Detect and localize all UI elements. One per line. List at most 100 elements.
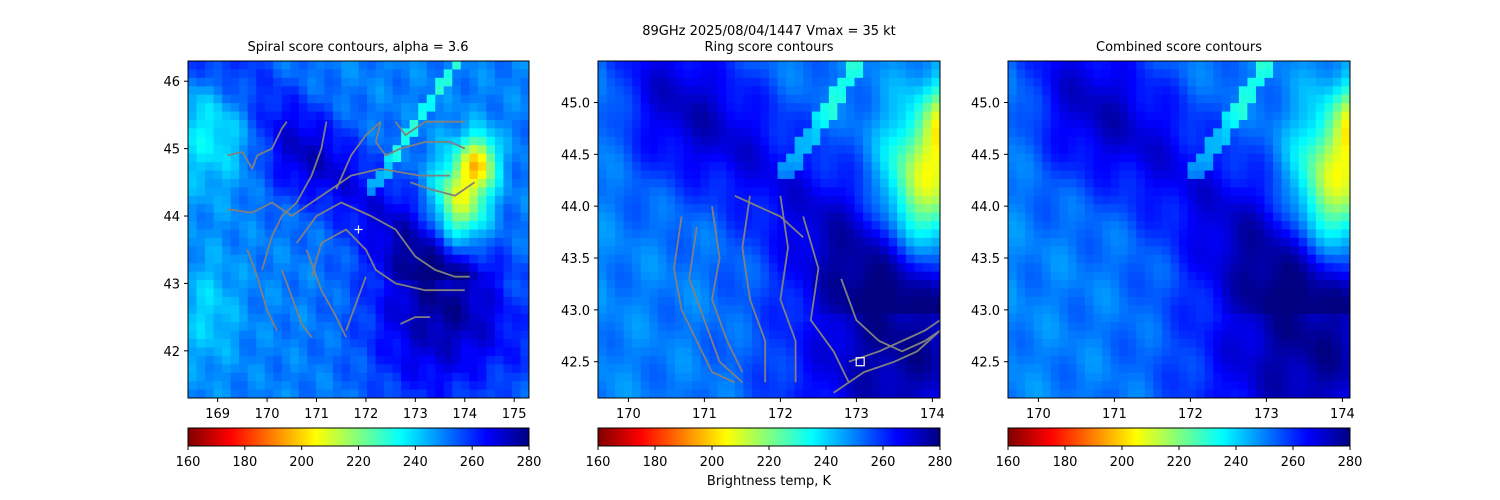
heatmap-cell <box>674 330 685 340</box>
heatmap-cell <box>623 313 633 323</box>
heatmap-cell <box>273 128 283 138</box>
heatmap-cell <box>222 372 232 382</box>
heatmap-cell <box>290 111 300 121</box>
heatmap-cell <box>743 355 753 365</box>
heatmap-cell <box>401 187 411 197</box>
heatmap-cell <box>615 77 625 87</box>
heatmap-cell <box>1230 145 1240 155</box>
heatmap-cell <box>1136 195 1146 205</box>
heatmap-cell <box>743 305 753 315</box>
heatmap-cell <box>315 271 326 281</box>
heatmap-cell <box>1144 372 1154 382</box>
heatmap-cell <box>418 330 428 340</box>
heatmap-cell <box>1307 246 1317 256</box>
heatmap-cell <box>1247 61 1257 71</box>
heatmap-cell <box>845 372 856 382</box>
heatmap-cell <box>452 280 462 290</box>
heatmap-cell <box>769 381 779 391</box>
heatmap-cell <box>1290 153 1300 163</box>
heatmap-cell <box>1170 237 1180 247</box>
heatmap-cell <box>256 339 266 349</box>
heatmap-cell <box>494 263 505 273</box>
heatmap-cell <box>845 94 856 104</box>
heatmap-cell <box>751 288 762 298</box>
heatmap-cell <box>435 313 445 323</box>
heatmap-cell <box>1042 229 1052 239</box>
heatmap-cell <box>1221 263 1231 273</box>
heatmap-cell <box>649 355 659 365</box>
heatmap-cell <box>426 77 436 87</box>
heatmap-cell <box>520 221 529 231</box>
heatmap-cell <box>1179 103 1189 113</box>
heatmap-cell <box>384 94 394 104</box>
heatmap-cell <box>418 364 428 374</box>
heatmap-cell <box>358 153 368 163</box>
heatmap-cell <box>820 381 830 391</box>
heatmap-cell <box>863 389 873 398</box>
heatmap-cell <box>469 355 479 365</box>
heatmap-cell <box>623 61 633 71</box>
heatmap-cell <box>1033 271 1043 281</box>
heatmap-cell <box>1033 77 1043 87</box>
heatmap-cell <box>1067 305 1077 315</box>
heatmap-cell <box>1136 61 1146 71</box>
heatmap-cell <box>1161 347 1172 357</box>
heatmap-cell <box>1230 313 1240 323</box>
heatmap-cell <box>503 280 513 290</box>
heatmap-cell <box>409 237 419 247</box>
heatmap-cell <box>880 212 890 222</box>
heatmap-cell <box>794 372 804 382</box>
heatmap-cell <box>460 221 470 231</box>
heatmap-cell <box>188 271 198 281</box>
heatmap-cell <box>418 355 428 365</box>
heatmap-cell <box>769 246 779 256</box>
heatmap-cell <box>1341 77 1350 87</box>
heatmap-cell <box>375 204 385 214</box>
heatmap-cell <box>1324 372 1334 382</box>
heatmap-cell <box>692 204 702 214</box>
heatmap-cell <box>1273 103 1283 113</box>
heatmap-cell <box>1255 389 1266 398</box>
heatmap-cell <box>1033 119 1043 130</box>
heatmap-cell <box>1179 355 1189 365</box>
heatmap-cell <box>443 322 453 332</box>
heatmap-cell <box>239 280 249 290</box>
heatmap-cell <box>1221 103 1231 113</box>
heatmap-cell <box>1196 94 1206 104</box>
heatmap-cell <box>828 187 838 197</box>
heatmap-cell <box>1332 136 1343 146</box>
heatmap-cell <box>392 128 402 138</box>
heatmap-cell <box>401 246 411 256</box>
heatmap-cell <box>683 389 693 398</box>
heatmap-cell <box>1161 288 1172 298</box>
heatmap-cell <box>1161 296 1172 306</box>
heatmap-cell <box>837 355 847 365</box>
heatmap-cell <box>717 212 727 222</box>
heatmap-cell <box>880 254 890 264</box>
heatmap-cell <box>615 119 625 130</box>
heatmap-cell <box>1084 119 1095 130</box>
heatmap-cell <box>188 86 198 96</box>
heatmap-cell <box>820 86 830 96</box>
y-tick-label: 43.0 <box>971 304 1000 319</box>
heatmap-cell <box>332 296 343 306</box>
heatmap-cell <box>1213 296 1223 306</box>
heatmap-cell <box>880 178 890 188</box>
heatmap-cell <box>307 347 317 357</box>
colorbar-tick-label: 280 <box>928 455 953 470</box>
heatmap-cell <box>1281 305 1291 315</box>
heatmap-cell <box>649 145 659 155</box>
heatmap-cell <box>418 153 428 163</box>
heatmap-cell <box>290 305 300 315</box>
heatmap-cell <box>1144 187 1154 197</box>
heatmap-cell <box>1213 280 1223 290</box>
heatmap-cell <box>743 330 753 340</box>
heatmap-cell <box>666 153 676 163</box>
heatmap-cell <box>1067 347 1077 357</box>
heatmap-cell <box>213 136 223 146</box>
heatmap-cell <box>598 229 608 239</box>
heatmap-cell <box>794 347 804 357</box>
heatmap-cell <box>1076 204 1086 214</box>
heatmap-cell <box>623 254 633 264</box>
heatmap-cell <box>341 136 351 146</box>
